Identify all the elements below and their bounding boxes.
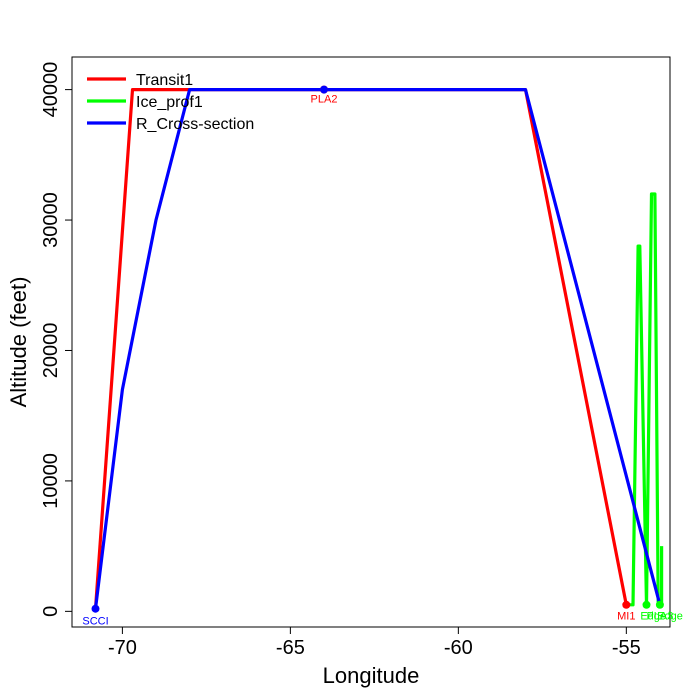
y-tick-label: 20000: [40, 323, 62, 379]
x-axis-title: Longitude: [323, 663, 420, 688]
x-tick-label: -60: [444, 637, 473, 659]
y-tick-label: 30000: [40, 192, 62, 248]
x-axis: -70 -65 -60 -55: [108, 626, 641, 659]
point-label-pla3-5: PLA3: [646, 610, 673, 622]
y-axis-title: Altitude (feet): [6, 277, 31, 408]
plot-frame: [71, 56, 671, 628]
y-tick-label: 40000: [40, 62, 62, 118]
point-label-pla2-2: PLA2: [311, 94, 338, 106]
point-label-mi1-3: MI1: [617, 610, 635, 622]
data-marker-6: [655, 600, 664, 609]
x-tick-label: -70: [108, 637, 137, 659]
series-layer: [93, 87, 664, 609]
legend-label-ice-prof1: Ice_prof1: [136, 94, 203, 111]
point-label-scci-1: SCCI: [82, 616, 108, 628]
data-marker-5: [642, 600, 651, 609]
y-tick-label: 10000: [40, 453, 62, 509]
legend-label-transit1: Transit1: [136, 72, 193, 89]
x-tick-label: -55: [612, 637, 641, 659]
legend-label-r-cross-section: R_Cross-section: [136, 116, 254, 133]
data-marker-3: [320, 85, 328, 94]
data-marker-4: [622, 600, 631, 609]
marker-layer: [91, 85, 664, 613]
point-label-edge-4: Edge: [640, 610, 666, 622]
y-tick-label: 0: [40, 606, 62, 617]
data-marker-1: [91, 604, 100, 613]
y-axis: 0 10000 20000 30000 40000: [40, 62, 73, 617]
legend: Transit1 Ice_prof1 R_Cross-section: [87, 72, 254, 133]
point-label-edge-6: Edge: [657, 610, 683, 622]
series-line-r-cross-section: [93, 87, 662, 609]
x-tick-label: -65: [276, 637, 305, 659]
